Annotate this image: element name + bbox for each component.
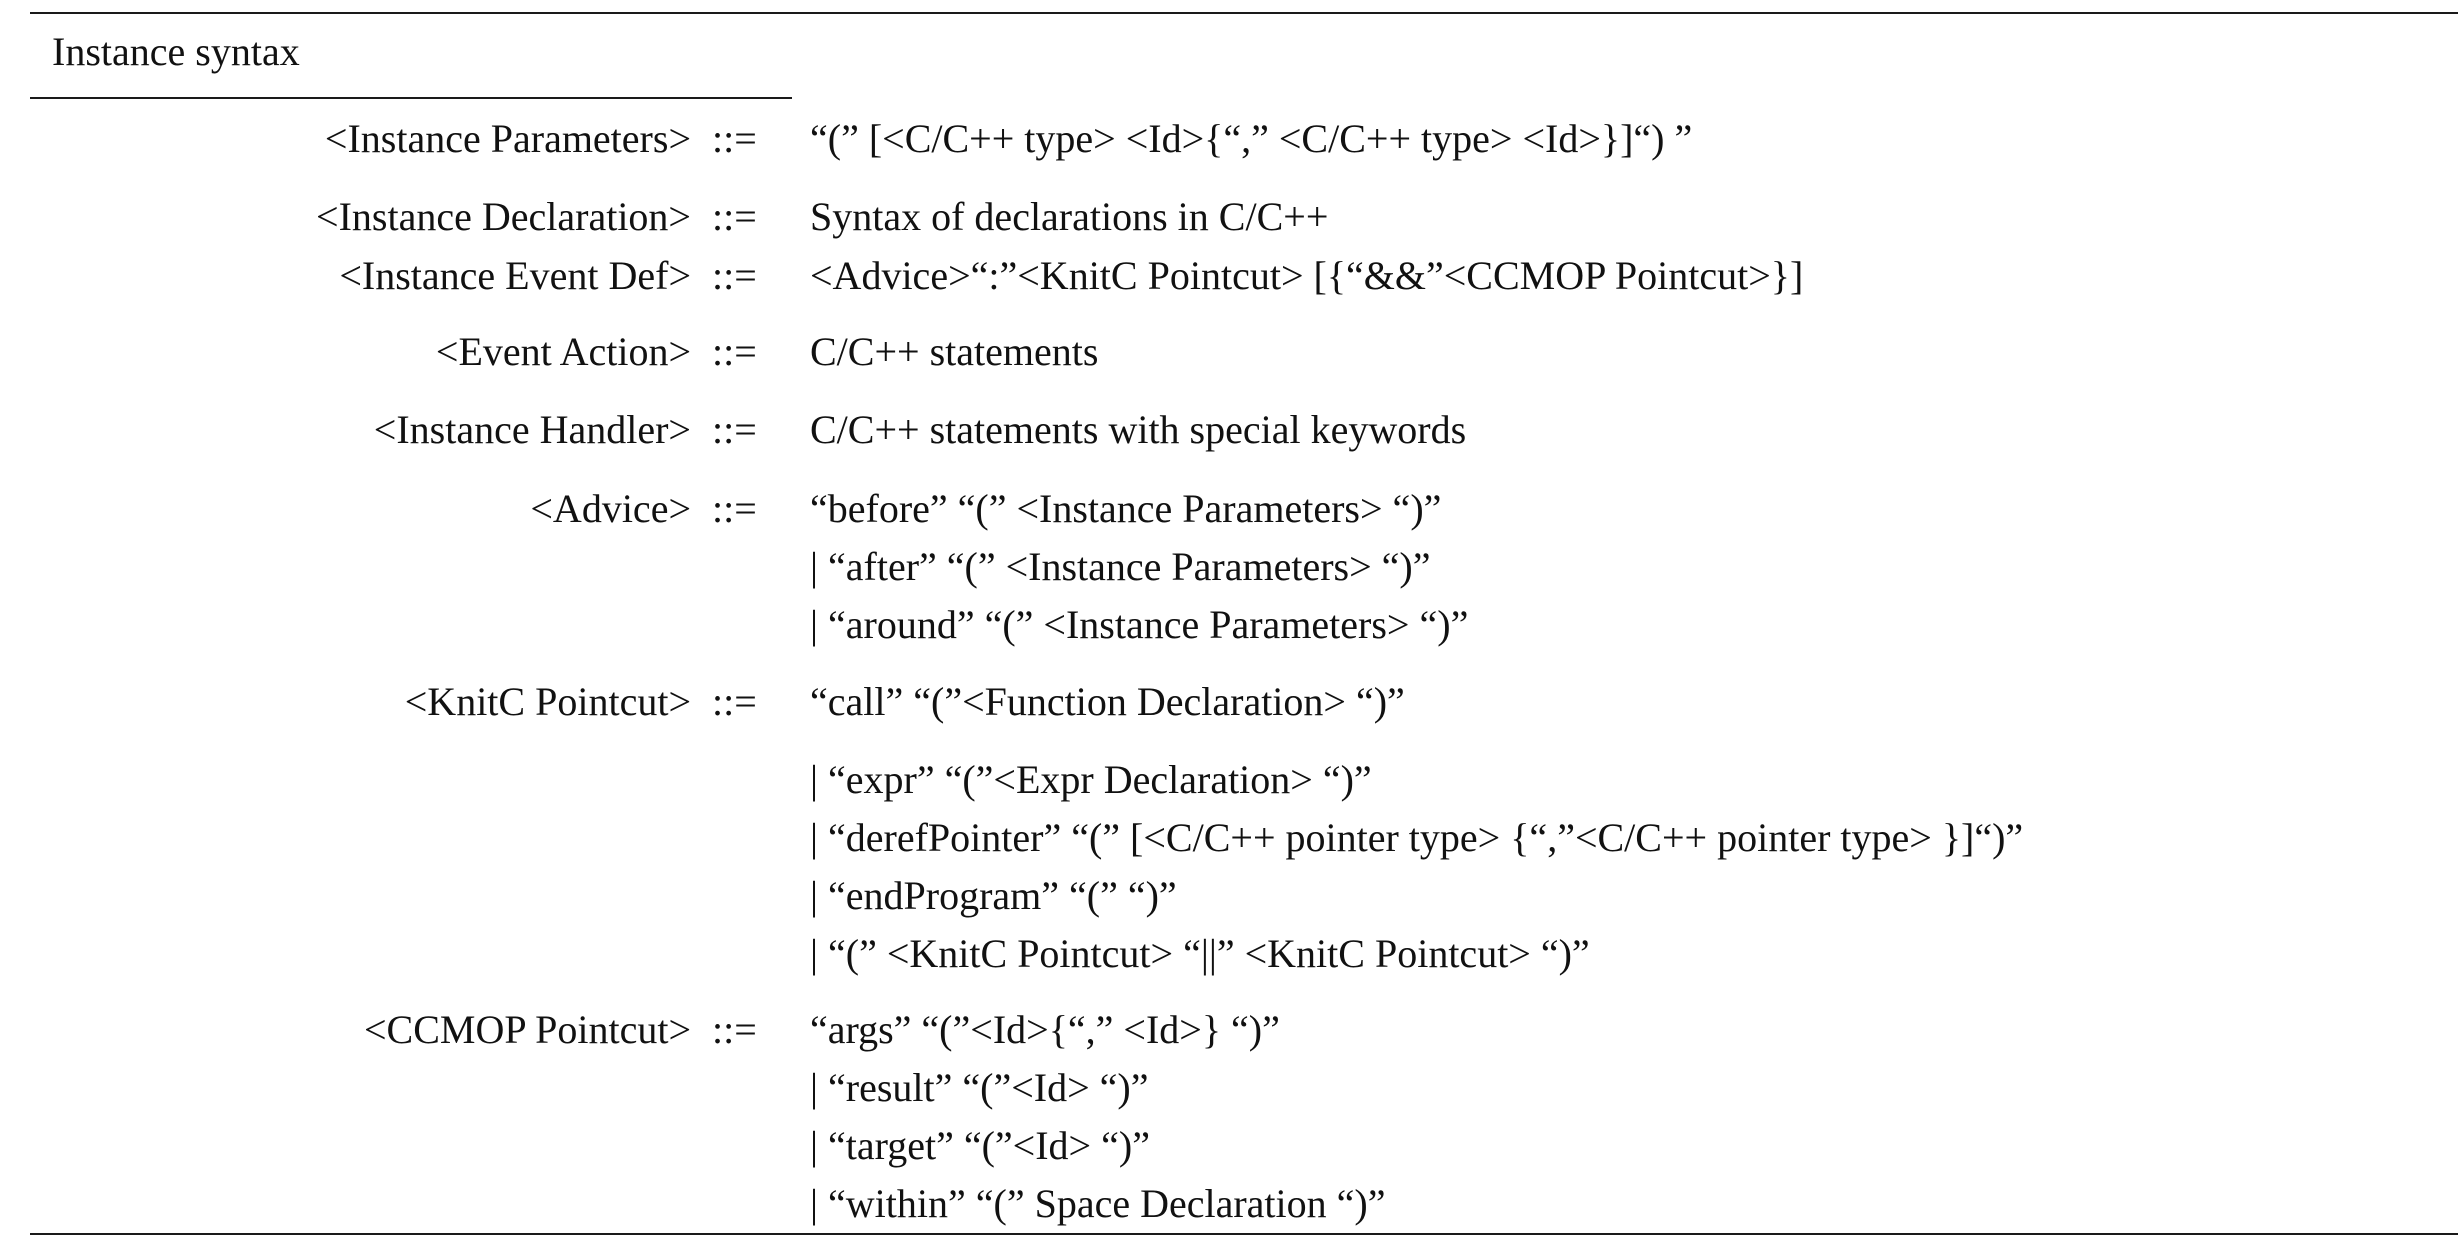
- production-nonterminal: <KnitC Pointcut>: [404, 679, 691, 724]
- production-alternative: <Advice>“:”<KnitC Pointcut> [{“&&”<CCMOP…: [810, 253, 1804, 298]
- production-alternative: | “result” “(”<Id> “)”: [810, 1065, 1149, 1110]
- production-alternative: | “endProgram” “(” “)”: [810, 873, 1177, 918]
- production-alternative: Syntax of declarations in C/C++: [810, 194, 1329, 239]
- production-alternatives: <Advice>“:”<KnitC Pointcut> [{“&&”<CCMOP…: [810, 247, 1803, 305]
- production-alternatives: “before” “(” <Instance Parameters> “)” |…: [810, 480, 1468, 654]
- table-caption: Instance syntax: [52, 29, 300, 74]
- production-operator: ::=: [712, 253, 757, 298]
- production-operator: ::=: [712, 194, 757, 239]
- production-alternative: “args” “(”<Id>{“,” <Id>} “)”: [810, 1007, 1280, 1052]
- production-operator: ::=: [712, 486, 757, 531]
- production-alternative: | “after” “(” <Instance Parameters> “)”: [810, 544, 1431, 589]
- production-alternatives: C/C++ statements with special keywords: [810, 401, 1466, 459]
- production-nonterminal: <Instance Handler>: [373, 407, 691, 452]
- production-operator: ::=: [712, 329, 757, 374]
- production-alternative: C/C++ statements with special keywords: [810, 407, 1467, 452]
- production-alternative: | “derefPointer” “(” [<C/C++ pointer typ…: [810, 815, 2024, 860]
- production-alternative: | “target” “(”<Id> “)”: [810, 1123, 1150, 1168]
- production-nonterminal: <Instance Parameters>: [324, 116, 691, 161]
- production-nonterminal: <Event Action>: [435, 329, 691, 374]
- production-alternatives: “(” [<C/C++ type> <Id>{“,” <C/C++ type> …: [810, 110, 1692, 168]
- production-alternative: | “within” “(” Space Declaration “)”: [810, 1181, 1386, 1226]
- production-alternative: C/C++ statements: [810, 329, 1099, 374]
- production-nonterminal: <Instance Declaration>: [316, 194, 691, 239]
- table-bottom-rule: [30, 1233, 2458, 1235]
- production-operator: ::=: [712, 407, 757, 452]
- production-nonterminal: <Advice>: [530, 486, 691, 531]
- production-alternative: | “around” “(” <Instance Parameters> “)”: [810, 602, 1469, 647]
- production-operator: ::=: [712, 679, 757, 724]
- production-nonterminal: <Instance Event Def>: [339, 253, 691, 298]
- production-alternatives: “call” “(”<Function Declaration> “)” | “…: [810, 673, 2023, 983]
- production-operator: ::=: [712, 116, 757, 161]
- production-alternative: | “expr” “(”<Expr Declaration> “)”: [810, 757, 1372, 802]
- production-alternatives: “args” “(”<Id>{“,” <Id>} “)” | “result” …: [810, 1001, 1385, 1233]
- production-alternative: “call” “(”<Function Declaration> “)”: [810, 679, 1405, 724]
- production-alternative: “before” “(” <Instance Parameters> “)”: [810, 486, 1442, 531]
- production-nonterminal: <CCMOP Pointcut>: [363, 1007, 691, 1052]
- production-alternatives: C/C++ statements: [810, 323, 1098, 381]
- table-top-rule: [30, 12, 2458, 14]
- production-alternative: | “(” <KnitC Pointcut> “||” <KnitC Point…: [810, 931, 1590, 976]
- caption-underline-rule: [30, 97, 792, 99]
- production-alternatives: Syntax of declarations in C/C++: [810, 188, 1328, 246]
- production-alternative: “(” [<C/C++ type> <Id>{“,” <C/C++ type> …: [810, 116, 1693, 161]
- production-operator: ::=: [712, 1007, 757, 1052]
